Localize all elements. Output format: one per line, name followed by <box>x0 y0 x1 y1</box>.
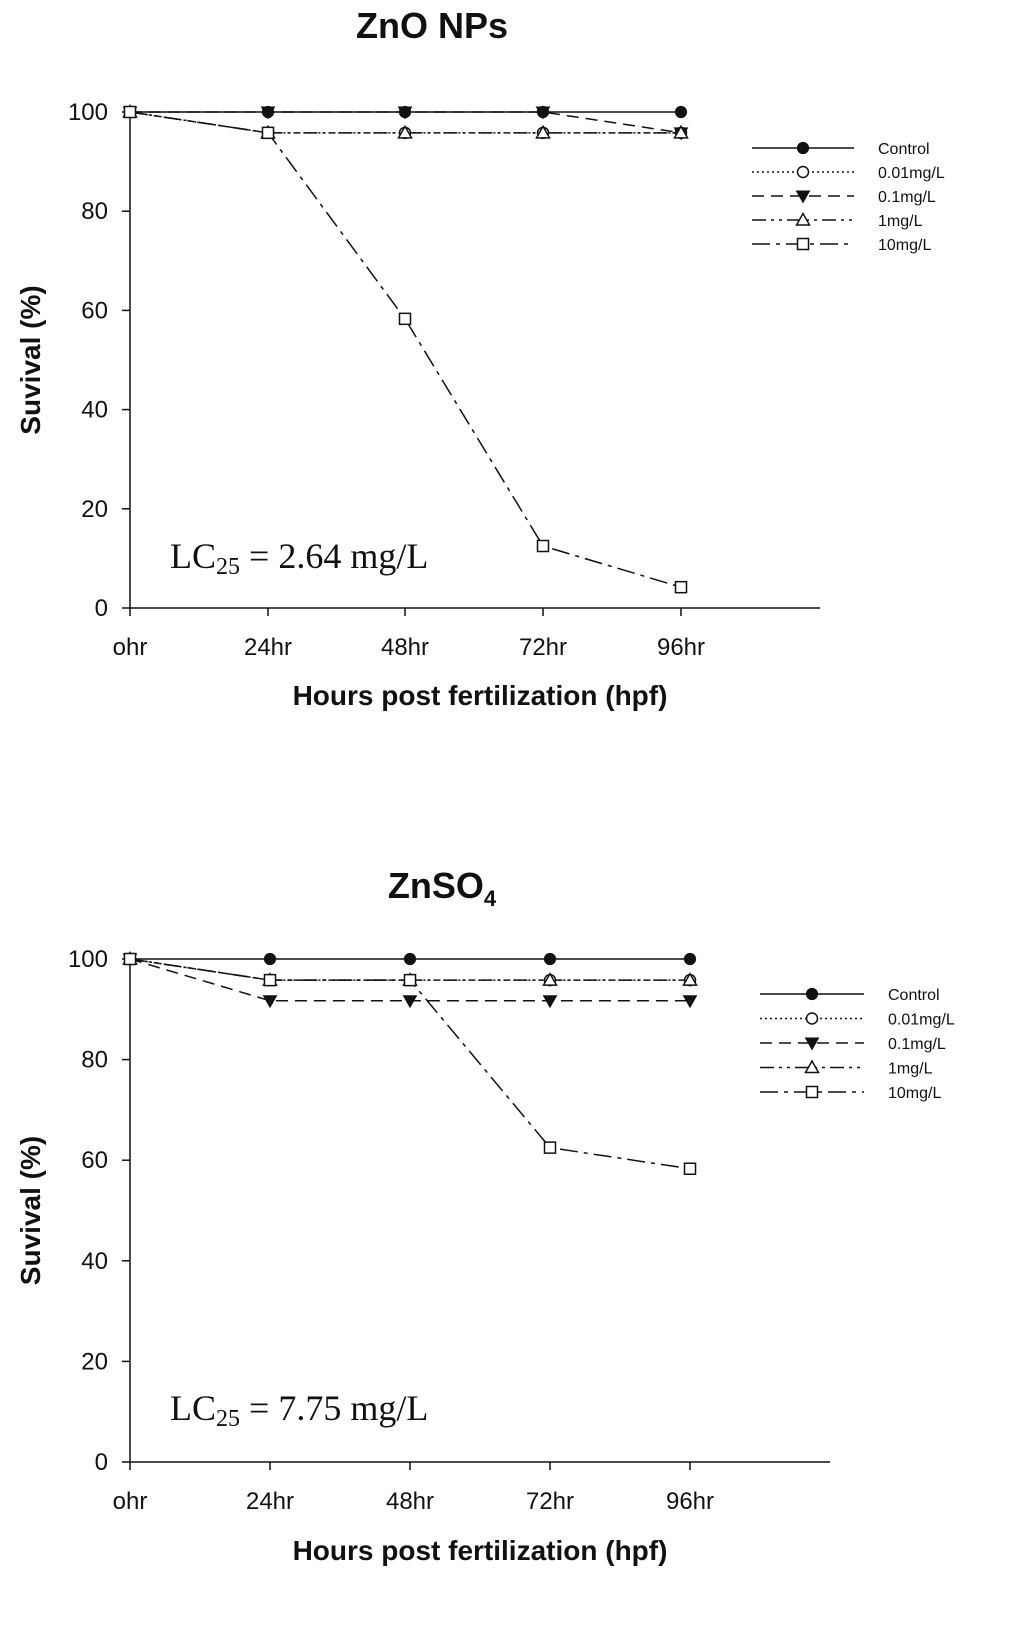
legend-label: 1mg/L <box>888 1061 933 1078</box>
data-point <box>682 995 698 1009</box>
y-tick-label: 0 <box>95 1449 108 1476</box>
x-tick-label: 48hr <box>381 634 429 661</box>
x-tick-label: ohr <box>113 634 148 661</box>
legend: Control 0.01mg/L 0.1mg/L 1mg/L 10mg/L <box>752 141 945 254</box>
x-tick-label: 96hr <box>666 1488 714 1515</box>
data-point <box>397 124 413 139</box>
x-tick-label: 72hr <box>519 634 567 661</box>
legend-marker <box>795 211 811 226</box>
legend-label: 0.01mg/L <box>878 165 945 182</box>
x-tick-label: 48hr <box>386 1488 434 1515</box>
chart-title-text: ZnO NPs <box>356 5 508 46</box>
y-tick-label: 100 <box>68 946 108 973</box>
data-point <box>543 1141 557 1154</box>
legend-marker <box>804 1037 820 1051</box>
data-point <box>683 952 697 966</box>
legend-marker <box>805 987 819 1001</box>
data-point <box>261 126 275 140</box>
y-tick-label: 20 <box>81 1348 108 1375</box>
annotation-subscript: 25 <box>216 554 240 580</box>
legend-label: Control <box>888 987 940 1004</box>
data-point <box>673 124 689 139</box>
y-tick-label: 60 <box>81 297 108 324</box>
data-point <box>674 105 688 119</box>
y-tick-label: 0 <box>95 595 108 622</box>
data-point <box>542 995 558 1009</box>
legend-label: 0.1mg/L <box>888 1036 946 1053</box>
legend-label: 0.1mg/L <box>878 189 936 206</box>
data-point <box>402 995 418 1009</box>
data-point <box>263 973 277 987</box>
data-point <box>543 952 557 966</box>
x-tick-label: 24hr <box>246 1488 294 1515</box>
x-axis-label: Hours post fertilization (hpf) <box>293 1535 668 1566</box>
legend-marker <box>796 237 810 251</box>
annotation-value: = 2.64 mg/L <box>240 536 428 576</box>
annotation-prefix: LC <box>170 536 216 576</box>
x-tick-label: 72hr <box>526 1488 574 1515</box>
annotation-subscript: 25 <box>216 1406 240 1432</box>
chart-title-text: ZnSO <box>388 865 484 906</box>
y-tick-label: 40 <box>81 1248 108 1275</box>
legend-marker <box>805 1085 819 1099</box>
data-point <box>123 952 137 966</box>
y-tick-label: 80 <box>81 1047 108 1074</box>
data-point <box>683 1162 697 1176</box>
x-tick-label: ohr <box>113 1488 148 1515</box>
data-point <box>398 312 412 326</box>
data-point <box>535 124 551 139</box>
y-tick-label: 20 <box>81 496 108 523</box>
legend-label: 10mg/L <box>888 1085 941 1102</box>
legend-marker <box>796 165 810 179</box>
data-point <box>535 106 551 120</box>
data-point <box>674 580 688 594</box>
data-point <box>260 106 276 120</box>
x-tick-label: 24hr <box>244 634 292 661</box>
panel-zno-nps: ZnO NPs 0 20 40 60 80 100 ohr 24hr 48hr 72hr 96hr Ho… <box>15 5 945 711</box>
lc25-annotation: LC25 = 7.75 mg/L <box>170 1388 428 1432</box>
y-axis-label: Suvival (%) <box>15 285 46 434</box>
y-tick-label: 80 <box>81 198 108 225</box>
data-point <box>536 539 550 553</box>
data-point <box>542 972 558 986</box>
data-point <box>263 952 277 966</box>
y-tick-label: 60 <box>81 1147 108 1174</box>
legend: Control 0.01mg/L 0.1mg/L 1mg/L 10mg/L <box>760 987 955 1102</box>
legend-marker <box>795 190 811 204</box>
annotation-prefix: LC <box>170 1388 216 1428</box>
series-line <box>129 111 682 588</box>
y-axis-label: Suvival (%) <box>15 1136 46 1285</box>
legend-marker <box>804 1059 820 1074</box>
data-point <box>123 105 137 119</box>
series-line <box>129 111 681 134</box>
y-tick-label: 100 <box>68 99 108 126</box>
data-point <box>403 973 417 987</box>
data-point <box>682 972 698 986</box>
annotation-value: = 7.75 mg/L <box>240 1388 428 1428</box>
y-tick-label: 40 <box>81 397 108 424</box>
legend-label: Control <box>878 141 930 158</box>
data-point <box>262 995 278 1009</box>
legend-marker <box>796 141 810 155</box>
chart-title: ZnO NPs <box>356 5 508 46</box>
data-point <box>403 952 417 966</box>
legend-marker <box>805 1012 819 1025</box>
lc25-annotation: LC25 = 2.64 mg/L <box>170 536 428 580</box>
chart-title-subscript: 4 <box>484 886 497 911</box>
x-tick-label: 96hr <box>657 634 705 661</box>
legend-label: 0.01mg/L <box>888 1012 955 1029</box>
data-point <box>397 106 413 120</box>
x-axis-label: Hours post fertilization (hpf) <box>293 680 668 711</box>
chart-title: ZnSO4 <box>388 865 497 911</box>
series-line <box>129 958 691 1170</box>
legend-label: 10mg/L <box>878 237 931 254</box>
legend-label: 1mg/L <box>878 213 923 230</box>
